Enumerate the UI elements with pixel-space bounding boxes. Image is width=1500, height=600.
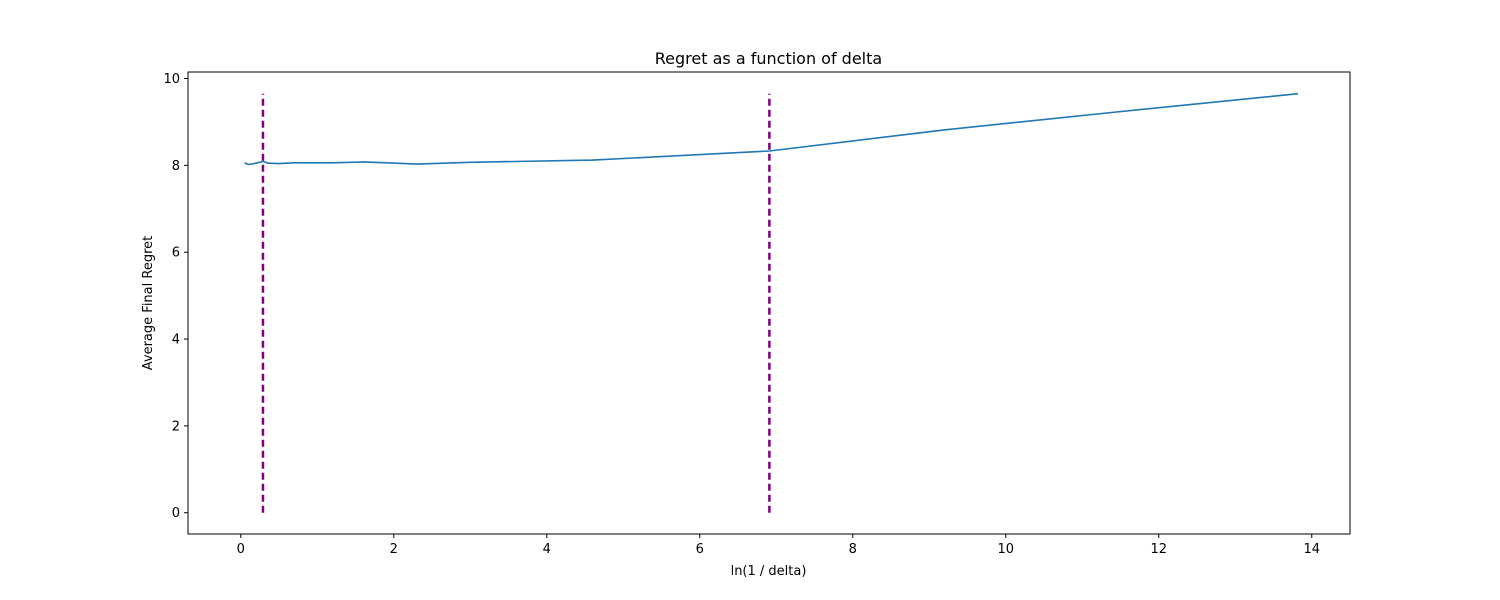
- x-tick-label: 8: [849, 542, 857, 557]
- y-tick-label: 0: [172, 506, 180, 521]
- series-line-0: [244, 92, 1299, 166]
- x-tick-label: 0: [237, 542, 245, 557]
- x-tick-label: 10: [997, 542, 1014, 557]
- x-axis-label: ln(1 / delta): [731, 564, 807, 579]
- chart-title: Regret as a function of delta: [655, 49, 882, 68]
- x-tick-label: 14: [1303, 542, 1320, 557]
- y-axis: 0 2 4 6 8 10: [163, 72, 188, 521]
- y-tick-label: 8: [172, 159, 180, 174]
- x-tick-label: 12: [1150, 542, 1167, 557]
- plot-area: [244, 92, 1299, 513]
- x-tick-label: 2: [390, 542, 398, 557]
- x-tick-label: 6: [696, 542, 704, 557]
- y-tick-label: 4: [172, 333, 180, 348]
- y-tick-label: 2: [172, 419, 180, 434]
- y-tick-label: 10: [163, 72, 180, 87]
- y-axis-label: Average Final Regret: [141, 236, 156, 370]
- x-tick-label: 4: [543, 542, 551, 557]
- x-axis: 0 2 4 6 8 10 12 14: [237, 534, 1320, 557]
- y-tick-label: 6: [172, 246, 180, 261]
- axes-frame: [187, 71, 1351, 535]
